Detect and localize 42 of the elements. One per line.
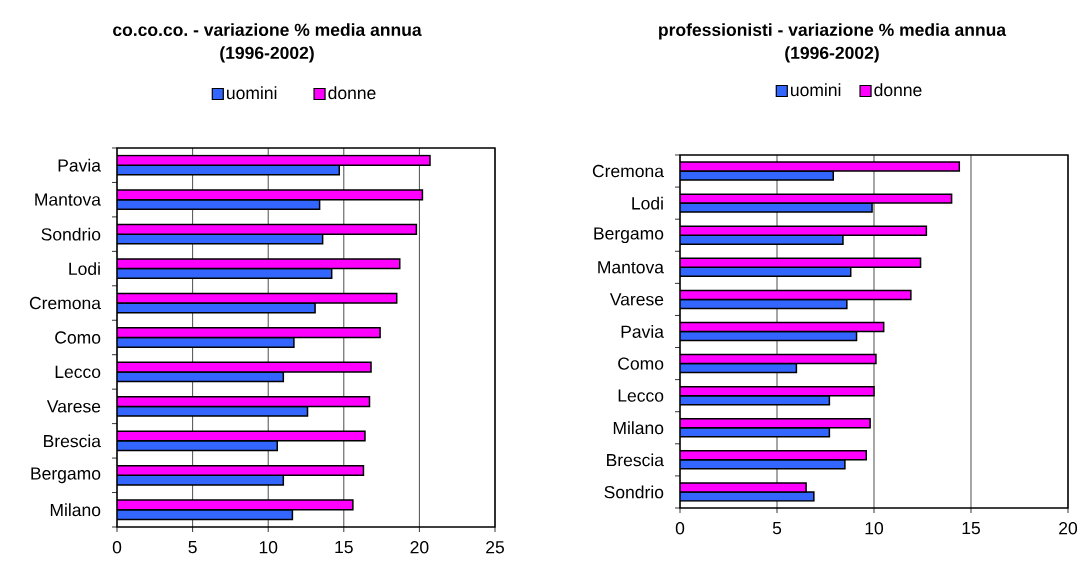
legend-label: donne [874,83,922,97]
x-tick-label: 0 [112,541,122,554]
y-tick-label: Milano [613,421,664,435]
y-tick-label: Milano [50,503,101,517]
chart-title: professionisti - variazione % media annua (1996-2002) [659,23,1007,63]
x-tick-label: 5 [188,541,197,554]
y-tick-label: Bergamo [594,227,664,244]
y-tick-label: Lecco [55,365,101,379]
y-tick-label: Sondrio [41,227,101,241]
y-tick-label: Lodi [632,196,663,210]
x-tick-label: 5 [772,522,782,535]
bar [117,464,365,477]
bar [117,396,371,408]
x-tick-label: 10 [865,522,884,535]
bar [117,198,321,211]
x-tick-label: 10 [259,541,278,554]
y-tick-label: Cremona [592,164,664,178]
legend-label: donne [328,86,376,100]
y-tick-label: Varese [609,293,664,306]
y-tick-label: Bergamo [31,467,101,484]
x-tick-label: 15 [962,522,980,535]
x-tick-label: 0 [675,522,685,535]
y-tick-label: Brescia [607,453,664,467]
y-tick-label: Sondrio [604,485,664,499]
x-tick-label: 20 [410,541,429,554]
y-tick-label: Lecco [618,389,664,402]
y-tick-label: Como [55,331,101,344]
legend-label: uomini [791,83,841,97]
chart-title: co.co.co. - variazione % media annua (1996-2002) [113,23,422,63]
x-tick-label: 25 [486,541,504,554]
y-tick-label: Brescia [44,434,101,448]
y-tick-label: Cremona [29,296,101,310]
y-tick-label: Mantova [598,261,664,274]
x-tick-label: 20 [1059,522,1078,535]
y-tick-label: Pavia [621,325,664,338]
y-tick-label: Mantova [35,193,101,206]
x-tick-label: 15 [335,541,353,554]
legend-label: uomini [227,86,277,100]
y-tick-label: Como [618,357,664,370]
y-tick-label: Lodi [69,262,100,276]
y-tick-label: Pavia [58,158,101,172]
y-tick-label: Varese [46,400,101,413]
